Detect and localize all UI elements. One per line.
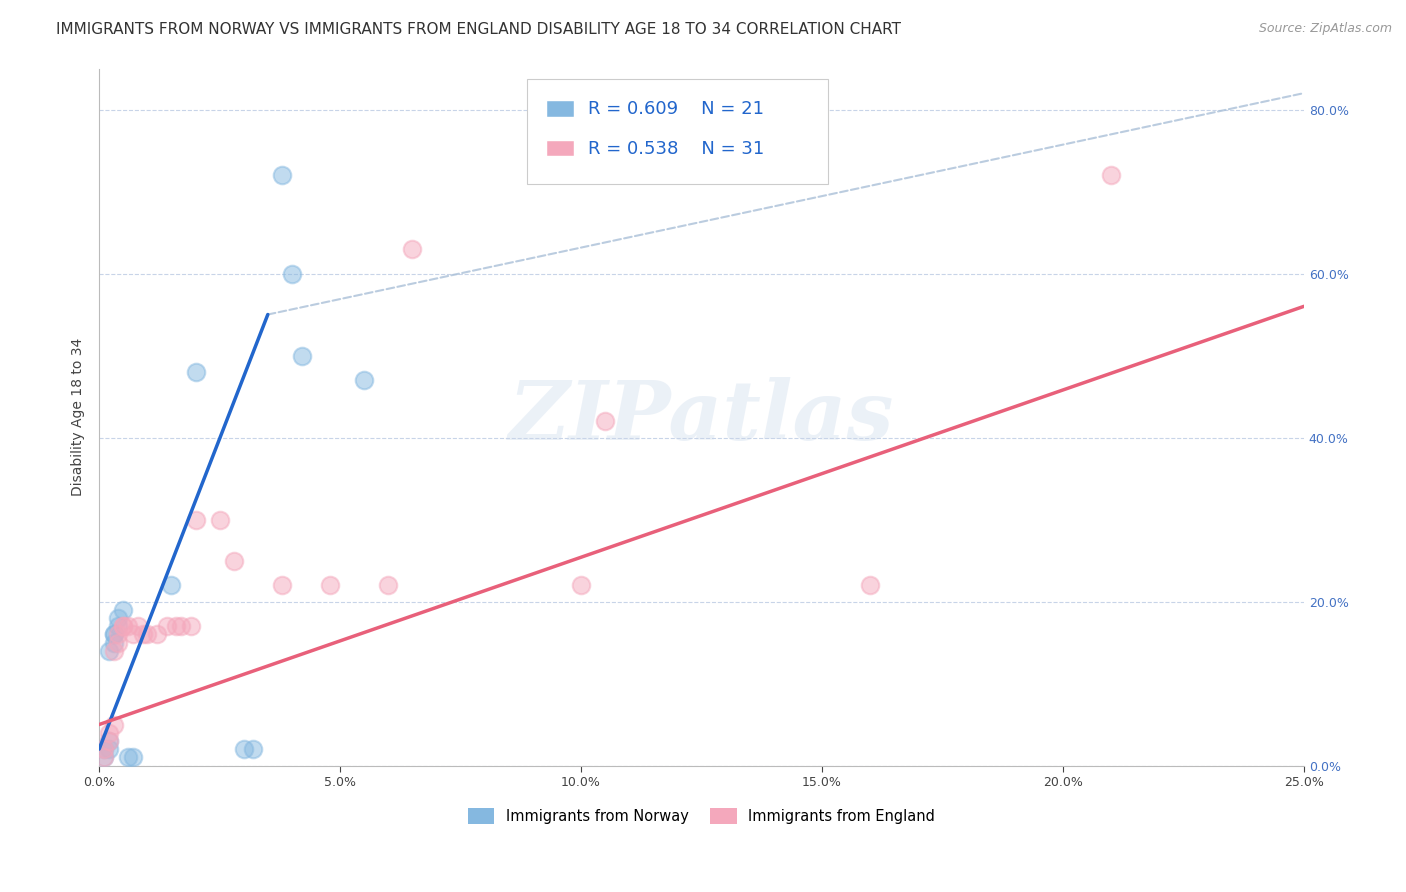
Point xyxy=(146,627,169,641)
Point xyxy=(112,603,135,617)
Point xyxy=(103,644,125,658)
Point xyxy=(93,742,115,756)
Point xyxy=(401,242,423,256)
Point xyxy=(859,578,882,592)
Text: R = 0.609    N = 21: R = 0.609 N = 21 xyxy=(588,100,765,118)
Point xyxy=(165,619,187,633)
Point xyxy=(184,512,207,526)
Point xyxy=(97,725,120,739)
Legend: Immigrants from Norway, Immigrants from England: Immigrants from Norway, Immigrants from … xyxy=(468,807,935,824)
Point xyxy=(160,578,183,592)
Point xyxy=(103,635,125,649)
Point xyxy=(290,349,312,363)
Y-axis label: Disability Age 18 to 34: Disability Age 18 to 34 xyxy=(72,338,86,496)
Point xyxy=(353,373,375,387)
Point xyxy=(93,742,115,756)
Point xyxy=(377,578,399,592)
Point xyxy=(136,627,159,641)
Text: Source: ZipAtlas.com: Source: ZipAtlas.com xyxy=(1258,22,1392,36)
Point xyxy=(117,750,139,764)
Point xyxy=(232,742,254,756)
Point xyxy=(112,619,135,633)
FancyBboxPatch shape xyxy=(547,102,574,117)
Point xyxy=(155,619,177,633)
Point xyxy=(208,512,231,526)
Point xyxy=(107,635,129,649)
Point xyxy=(107,627,129,641)
Point xyxy=(97,742,120,756)
Point xyxy=(281,267,304,281)
Point xyxy=(180,619,202,633)
FancyBboxPatch shape xyxy=(547,141,574,156)
Text: R = 0.538    N = 31: R = 0.538 N = 31 xyxy=(588,140,765,158)
Point xyxy=(97,644,120,658)
Point xyxy=(271,168,294,182)
Point xyxy=(103,717,125,731)
Point xyxy=(107,611,129,625)
Point xyxy=(117,619,139,633)
Point xyxy=(319,578,342,592)
Point xyxy=(107,619,129,633)
FancyBboxPatch shape xyxy=(527,79,828,184)
Point xyxy=(271,578,294,592)
Text: ZIPatlas: ZIPatlas xyxy=(509,377,894,457)
Point xyxy=(93,750,115,764)
Point xyxy=(569,578,592,592)
Point xyxy=(121,750,143,764)
Text: IMMIGRANTS FROM NORWAY VS IMMIGRANTS FROM ENGLAND DISABILITY AGE 18 TO 34 CORREL: IMMIGRANTS FROM NORWAY VS IMMIGRANTS FRO… xyxy=(56,22,901,37)
Point xyxy=(97,734,120,748)
Point xyxy=(593,414,616,428)
Point xyxy=(170,619,193,633)
Point xyxy=(127,619,149,633)
Point xyxy=(103,627,125,641)
Point xyxy=(97,734,120,748)
Point xyxy=(93,750,115,764)
Point xyxy=(121,627,143,641)
Point xyxy=(131,627,153,641)
Point xyxy=(112,619,135,633)
Point xyxy=(184,365,207,379)
Point xyxy=(242,742,264,756)
Point xyxy=(103,627,125,641)
Point xyxy=(222,553,245,567)
Point xyxy=(1099,168,1122,182)
